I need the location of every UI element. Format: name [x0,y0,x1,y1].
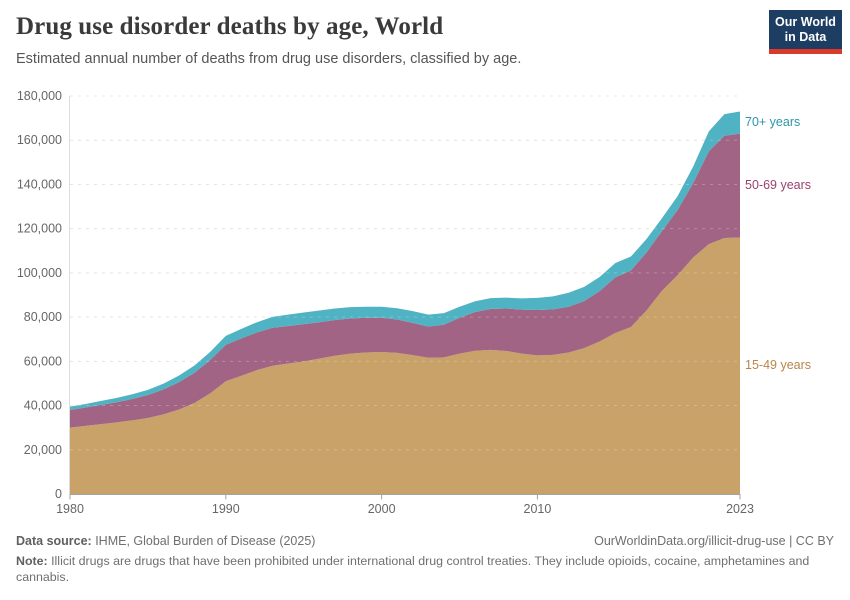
credit-line: OurWorldinData.org/illicit-drug-use | CC… [594,534,834,548]
x-tick-label: 2010 [524,502,552,516]
y-tick-label: 100,000 [17,266,62,280]
area-15-49-years [70,237,740,494]
data-source-line: Data source: IHME, Global Burden of Dise… [16,534,315,548]
y-tick-label: 120,000 [17,222,62,236]
owid-logo-accent-bar [769,49,842,54]
y-tick-label: 80,000 [24,310,62,324]
series-label-15-49-years: 15-49 years [745,357,812,372]
y-tick-label: 60,000 [24,354,62,368]
area-50-69-years [70,133,740,428]
y-tick-label: 140,000 [17,177,62,191]
page-title: Drug use disorder deaths by age, World [16,13,444,40]
page-subtitle: Estimated annual number of deaths from d… [16,51,522,67]
owid-logo-line2: in Data [784,30,827,44]
series-label-70-years: 70+ years [745,114,801,129]
y-tick-label: 20,000 [24,443,62,457]
area-70-years [70,111,740,410]
x-tick-label: 2000 [368,502,396,516]
footnote: Note: Illicit drugs are drugs that have … [16,553,824,586]
x-tick-label: 1980 [56,502,84,516]
footer-row: Data source: IHME, Global Burden of Dise… [16,534,834,548]
owid-logo-box: Our World in Data [769,10,842,49]
x-tick-label: 2023 [726,502,754,516]
x-tick-label: 1990 [212,502,240,516]
y-tick-label: 160,000 [17,133,62,147]
y-tick-label: 40,000 [24,399,62,413]
series-label-50-69-years: 50-69 years [745,177,812,192]
footnote-label: Note: [16,554,48,568]
y-tick-label: 180,000 [17,89,62,103]
data-source-value: IHME, Global Burden of Disease (2025) [91,534,316,548]
owid-logo: Our World in Data [769,10,842,54]
owid-logo-line1: Our World [775,15,836,29]
y-tick-label: 0 [55,487,62,501]
data-source-label: Data source: [16,534,92,548]
footnote-text: Illicit drugs are drugs that have been p… [16,554,810,585]
